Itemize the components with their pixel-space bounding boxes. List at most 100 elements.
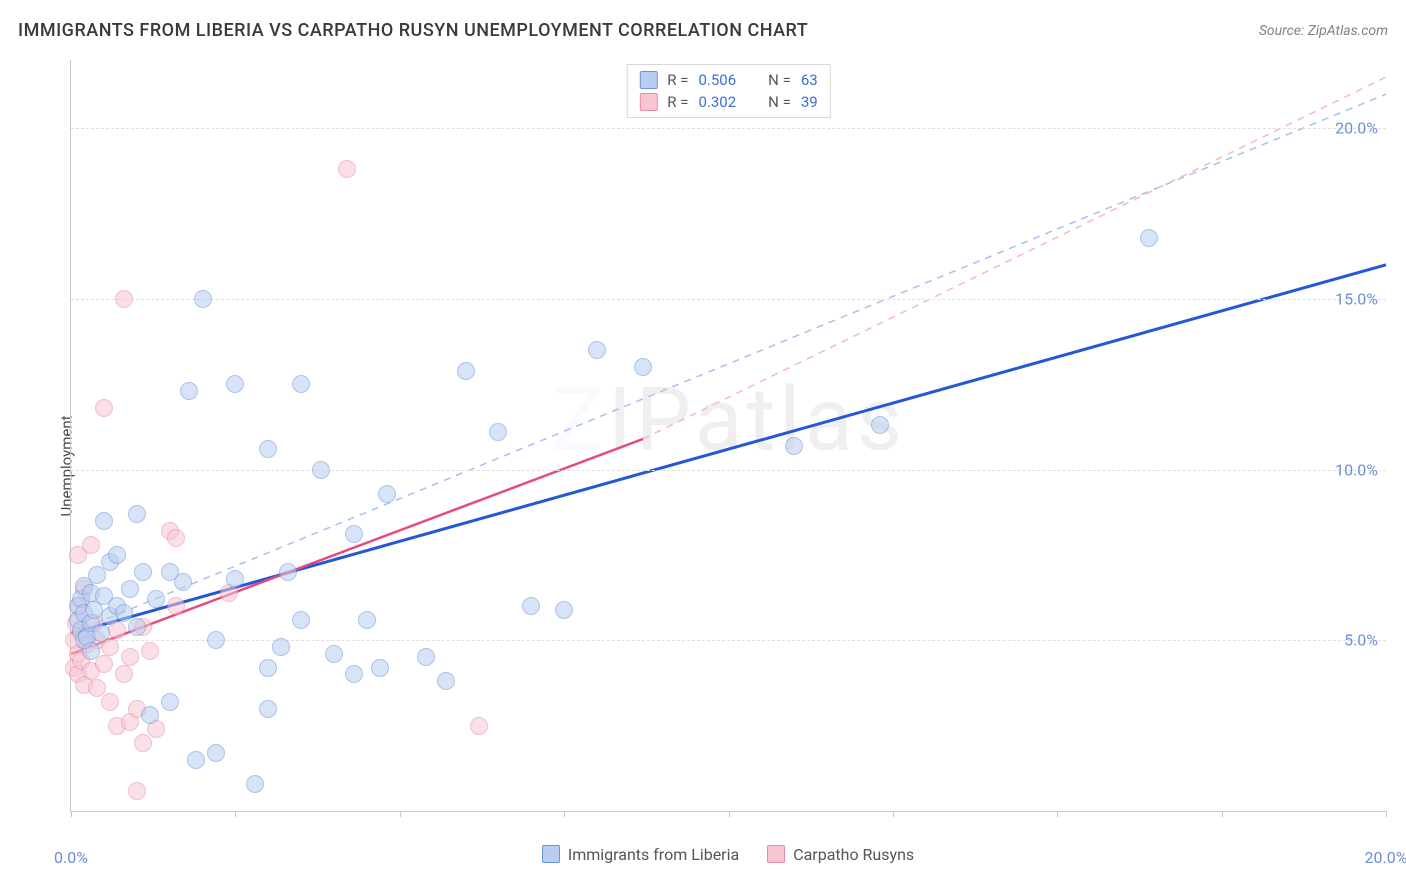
data-point [134, 734, 152, 752]
x-tick [1386, 811, 1387, 817]
data-point [92, 624, 110, 642]
data-point [115, 665, 133, 683]
legend-row: R =0.506N =63 [635, 69, 821, 91]
data-point [226, 375, 244, 393]
data-point [437, 672, 455, 690]
data-point [338, 160, 356, 178]
data-point [555, 601, 573, 619]
data-point [871, 416, 889, 434]
data-point [128, 782, 146, 800]
data-point [272, 638, 290, 656]
legend-item: Carpatho Rusyns [767, 845, 914, 864]
legend-n-label: N = [768, 71, 791, 89]
legend-swatch [639, 93, 657, 111]
legend-r-value: 0.302 [698, 93, 736, 111]
data-point [167, 597, 185, 615]
regression-dash [643, 77, 1386, 439]
data-point [167, 529, 185, 547]
data-point [147, 590, 165, 608]
data-point [259, 659, 277, 677]
data-point [371, 659, 389, 677]
series-legend: Immigrants from Liberia Carpatho Rusyns [70, 836, 1386, 872]
y-tick-label: 10.0% [1335, 460, 1378, 479]
data-point [325, 645, 343, 663]
y-tick-label: 20.0% [1335, 119, 1378, 138]
data-point [115, 290, 133, 308]
data-point [141, 642, 159, 660]
chart-title: IMMIGRANTS FROM LIBERIA VS CARPATHO RUSY… [18, 20, 808, 41]
data-point [134, 563, 152, 581]
plot-region: ZIPatlas R =0.506N =63R =0.302N =39 5.0%… [70, 60, 1386, 812]
gridline [71, 470, 1386, 471]
data-point [457, 362, 475, 380]
data-point [292, 611, 310, 629]
data-point [634, 358, 652, 376]
data-point [358, 611, 376, 629]
data-point [417, 648, 435, 666]
data-point [82, 536, 100, 554]
data-point [95, 512, 113, 530]
legend-swatch [542, 845, 560, 863]
data-point [88, 566, 106, 584]
chart-svg [71, 60, 1386, 811]
data-point [95, 399, 113, 417]
data-point [128, 505, 146, 523]
x-tick [893, 811, 894, 817]
gridline [71, 299, 1386, 300]
x-tick [235, 811, 236, 817]
legend-swatch [639, 71, 657, 89]
data-point [128, 618, 146, 636]
data-point [95, 655, 113, 673]
data-point [207, 631, 225, 649]
data-point [226, 570, 244, 588]
data-point [194, 290, 212, 308]
x-tick [564, 811, 565, 817]
data-point [345, 525, 363, 543]
chart-area: Unemployment ZIPatlas R =0.506N =63R =0.… [20, 60, 1386, 872]
y-tick-label: 5.0% [1344, 631, 1378, 650]
data-point [1140, 229, 1158, 247]
legend-row: R = 0.302 N = 39 [635, 91, 821, 113]
data-point [785, 437, 803, 455]
data-point [489, 423, 507, 441]
data-point [470, 717, 488, 735]
data-point [180, 382, 198, 400]
data-point [187, 751, 205, 769]
x-tick [1057, 811, 1058, 817]
data-point [121, 580, 139, 598]
legend-n-value: 63 [801, 71, 818, 89]
legend-n-label: N = [768, 93, 791, 111]
data-point [82, 642, 100, 660]
data-point [259, 700, 277, 718]
data-point [246, 775, 264, 793]
data-point [279, 563, 297, 581]
x-tick [400, 811, 401, 817]
legend-swatch [767, 845, 785, 863]
gridline [71, 128, 1386, 129]
legend-r-label: R = [667, 71, 688, 89]
source-label: Source: ZipAtlas.com [1259, 23, 1388, 39]
y-tick-label: 15.0% [1335, 289, 1378, 308]
data-point [292, 375, 310, 393]
gridline [71, 640, 1386, 641]
data-point [588, 341, 606, 359]
data-point [345, 665, 363, 683]
regression-dash [71, 94, 1386, 633]
data-point [161, 693, 179, 711]
data-point [312, 461, 330, 479]
data-point [378, 485, 396, 503]
legend-label: Carpatho Rusyns [793, 845, 914, 864]
x-tick [729, 811, 730, 817]
data-point [141, 706, 159, 724]
data-point [108, 546, 126, 564]
correlation-legend: R =0.506N =63R =0.302N =39 [626, 64, 830, 118]
legend-label: Immigrants from Liberia [568, 845, 739, 864]
data-point [101, 693, 119, 711]
regression-line [71, 439, 643, 654]
legend-r-label: R = [667, 93, 688, 111]
data-point [522, 597, 540, 615]
x-tick [71, 811, 72, 817]
data-point [174, 573, 192, 591]
data-point [121, 648, 139, 666]
legend-n-value: 39 [801, 93, 818, 111]
